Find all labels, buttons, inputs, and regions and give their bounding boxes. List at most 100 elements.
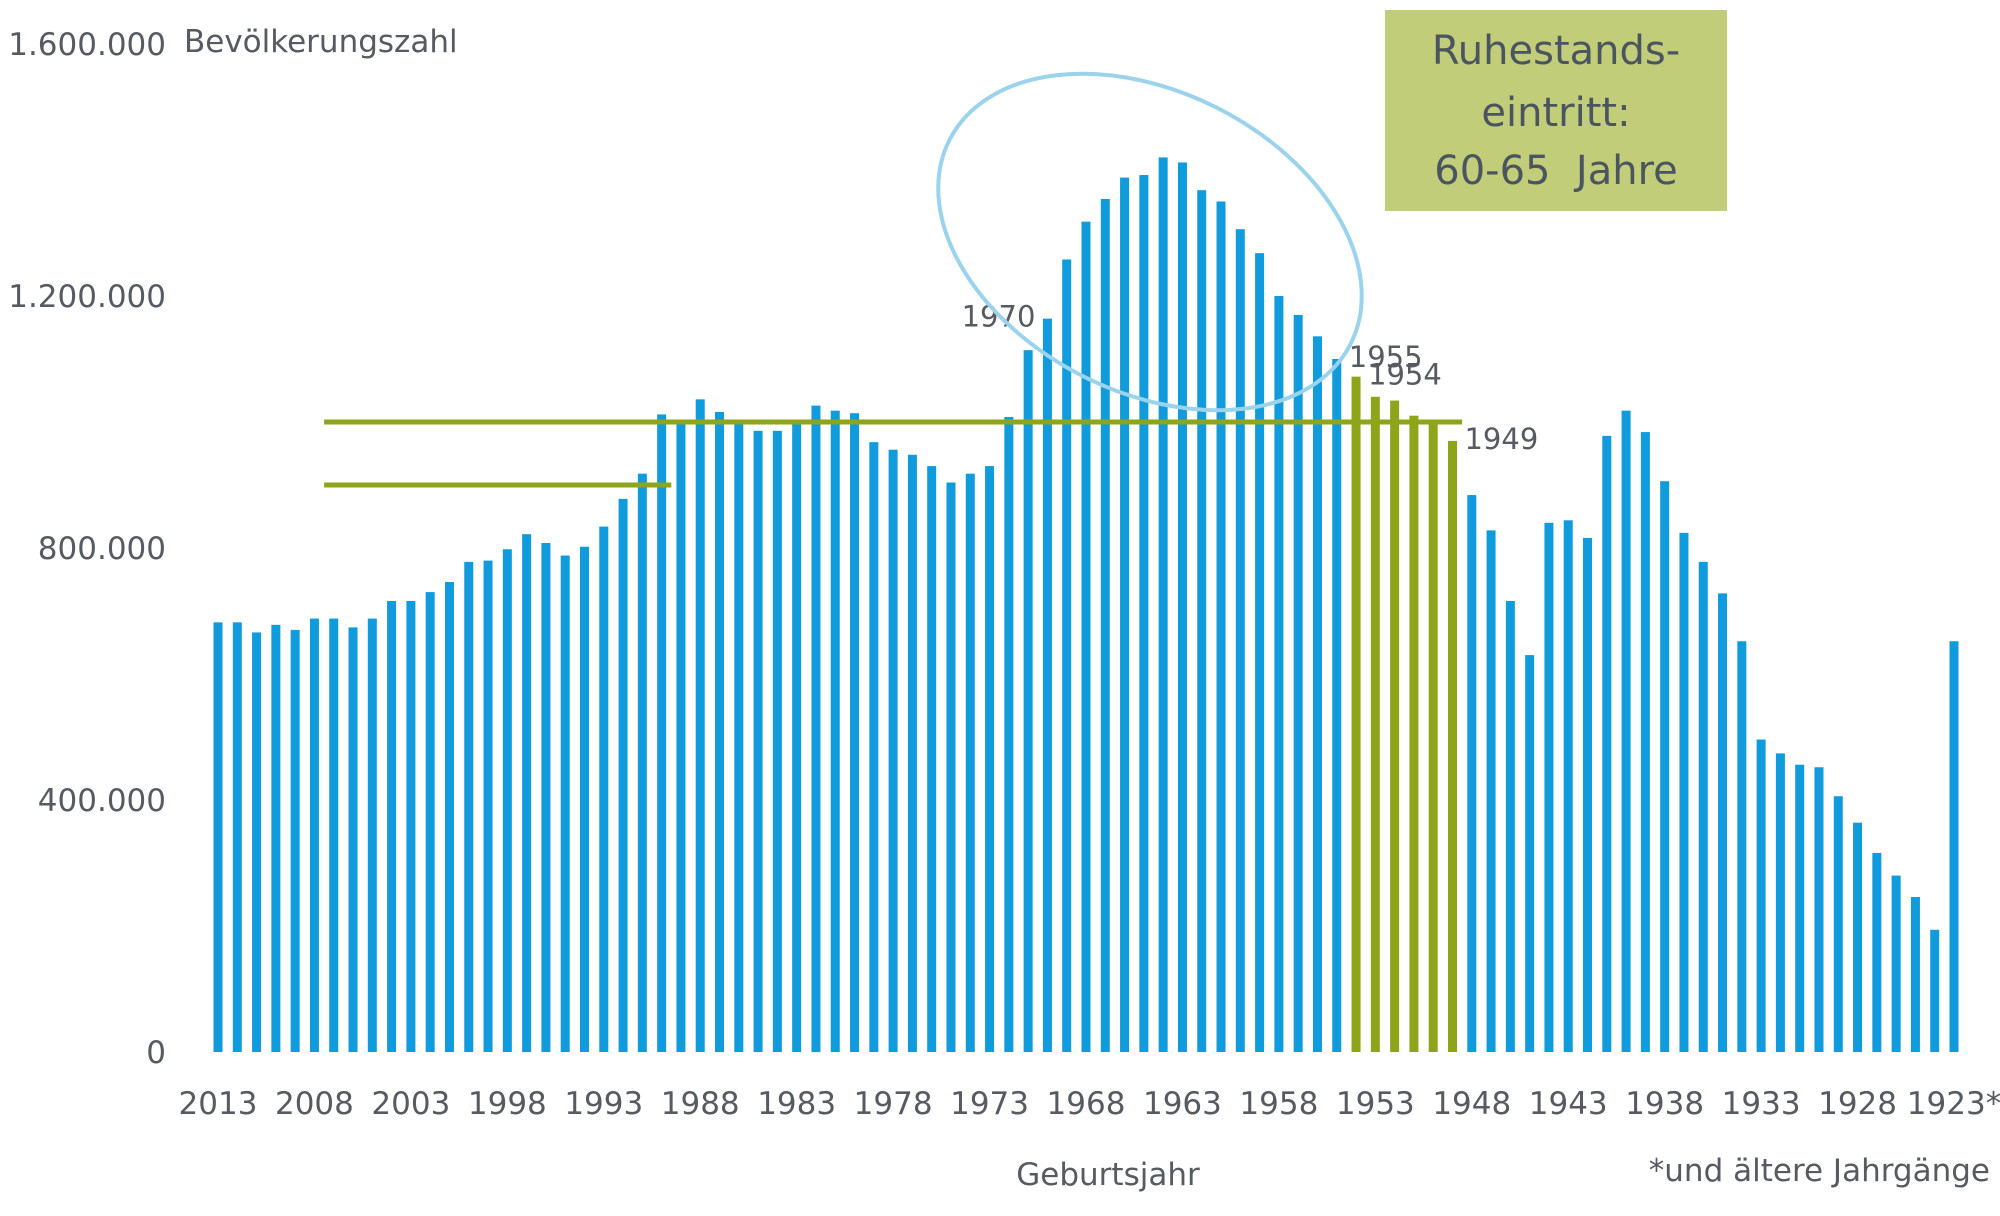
info-box-line-1: Ruhestands- <box>1432 28 1680 74</box>
bar <box>772 430 782 1052</box>
bar <box>850 413 860 1052</box>
bar <box>348 627 358 1052</box>
bar <box>464 561 474 1052</box>
bar <box>406 600 416 1052</box>
bar <box>792 424 802 1052</box>
bar <box>1583 537 1593 1052</box>
bar <box>1062 259 1072 1053</box>
x-tick-label: 1983 <box>757 1086 836 1122</box>
bar <box>1563 520 1573 1052</box>
x-tick-label: 1993 <box>564 1086 643 1122</box>
x-tick-label: 1988 <box>661 1086 740 1122</box>
bar <box>541 542 551 1052</box>
bar <box>1814 767 1824 1052</box>
bar <box>1872 852 1882 1052</box>
bar <box>888 449 898 1053</box>
bar <box>1486 530 1496 1052</box>
bar <box>502 549 512 1052</box>
bar <box>367 618 377 1052</box>
bar <box>425 592 435 1052</box>
bar <box>1660 481 1670 1053</box>
bar <box>1525 655 1535 1052</box>
bar <box>985 466 995 1053</box>
info-box-line-3: 60-65 Jahre <box>1434 148 1678 194</box>
x-tick-label: 1963 <box>1143 1086 1222 1122</box>
x-tick-label: 1973 <box>950 1086 1029 1122</box>
bar <box>522 534 532 1052</box>
bar <box>1833 796 1843 1052</box>
bar <box>1235 229 1245 1053</box>
bar <box>1023 350 1033 1052</box>
bar <box>1949 641 1959 1052</box>
bar <box>1544 522 1554 1052</box>
bar <box>676 422 686 1052</box>
bar <box>1100 198 1110 1053</box>
year-annotation: 1949 <box>1464 422 1538 456</box>
bar <box>309 618 319 1052</box>
bar <box>290 629 300 1052</box>
bar <box>1602 435 1612 1052</box>
x-tick-label: 1933 <box>1722 1086 1801 1122</box>
bar <box>1756 739 1766 1052</box>
bar <box>830 410 840 1052</box>
bar <box>1640 432 1650 1053</box>
x-tick-label: 1968 <box>1047 1086 1126 1122</box>
bar <box>1293 314 1303 1052</box>
bar <box>1795 764 1805 1052</box>
bar <box>1775 753 1785 1052</box>
x-tick-label: 1928 <box>1818 1086 1897 1122</box>
x-tick-label: 1978 <box>854 1086 933 1122</box>
bar <box>252 632 262 1052</box>
bar <box>907 454 917 1052</box>
bar <box>1698 561 1708 1052</box>
bars <box>213 157 1959 1053</box>
bar <box>1467 495 1477 1053</box>
bar <box>1120 177 1130 1052</box>
bar <box>329 618 339 1052</box>
bar <box>965 473 975 1052</box>
bar <box>1312 336 1322 1052</box>
bar <box>387 600 397 1052</box>
x-tick-label: 2013 <box>179 1086 258 1122</box>
bar <box>657 414 667 1052</box>
bar <box>1447 440 1457 1052</box>
bar <box>599 526 609 1052</box>
x-tick-label: 2008 <box>275 1086 354 1122</box>
bar <box>1718 593 1728 1052</box>
bar <box>869 442 879 1052</box>
bar <box>1216 201 1226 1052</box>
x-tick-label: 1948 <box>1432 1086 1511 1122</box>
bar <box>579 546 589 1052</box>
bar <box>213 622 223 1052</box>
retirement-info-box: Ruhestands- eintritt: 60-65 Jahre <box>1385 10 1727 211</box>
bar <box>715 411 725 1052</box>
bar <box>811 405 821 1052</box>
year-annotation: 1954 <box>1368 358 1442 392</box>
bar <box>1158 157 1168 1052</box>
x-tick-label: 1958 <box>1239 1086 1318 1122</box>
bar <box>695 399 705 1052</box>
y-tick-label: 800.000 <box>38 531 166 567</box>
footnote: *und ältere Jahrgänge <box>1649 1153 1990 1189</box>
bar <box>1621 410 1631 1052</box>
bar <box>483 560 493 1052</box>
bar <box>1891 875 1901 1052</box>
y-tick-label: 1.200.000 <box>8 279 166 315</box>
bar <box>1139 175 1149 1053</box>
x-tick-label: 1923* <box>1907 1086 2000 1122</box>
bar <box>1255 253 1265 1052</box>
bar <box>1351 376 1361 1052</box>
year-annotation: 1955 <box>1349 340 1423 374</box>
bar <box>618 498 628 1052</box>
x-tick-label: 1953 <box>1336 1086 1415 1122</box>
x-axis-label: Geburtsjahr <box>1016 1157 1200 1193</box>
info-box-background <box>1385 10 1727 211</box>
bar <box>946 482 956 1053</box>
bar <box>1679 532 1689 1052</box>
bar <box>271 624 281 1052</box>
bar <box>560 555 570 1052</box>
bar <box>444 582 454 1052</box>
x-tick-label: 1938 <box>1625 1086 1704 1122</box>
bar <box>1042 318 1052 1052</box>
